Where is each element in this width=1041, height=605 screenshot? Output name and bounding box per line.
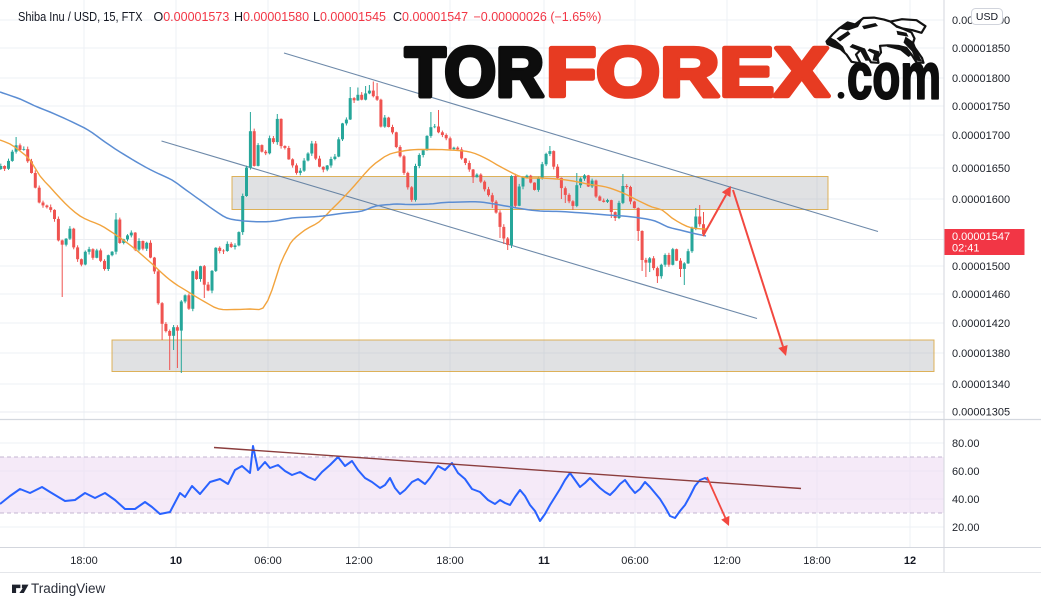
svg-text:0.00001500: 0.00001500 (952, 261, 1010, 273)
svg-text:12:00: 12:00 (345, 555, 373, 567)
svg-text:USD: USD (976, 11, 999, 23)
svg-text:40.00: 40.00 (952, 494, 980, 506)
svg-text:0.00001850: 0.00001850 (952, 43, 1010, 55)
svg-text:06:00: 06:00 (254, 555, 282, 567)
svg-text:0.00001650: 0.00001650 (952, 163, 1010, 175)
svg-text:18:00: 18:00 (70, 555, 98, 567)
svg-text:20.00: 20.00 (952, 522, 980, 534)
svg-text:80.00: 80.00 (952, 438, 980, 450)
svg-text:0.00001600: 0.00001600 (952, 194, 1010, 206)
svg-text:0.00001800: 0.00001800 (952, 73, 1010, 85)
svg-text:FOREX: FOREX (546, 33, 829, 111)
svg-text:0.00001460: 0.00001460 (952, 289, 1010, 301)
svg-text:18:00: 18:00 (436, 555, 464, 567)
svg-text:18:00: 18:00 (803, 555, 831, 567)
svg-text:0.00001380: 0.00001380 (952, 348, 1010, 360)
svg-text:60.00: 60.00 (952, 466, 980, 478)
svg-text:TradingView: TradingView (31, 581, 106, 596)
svg-text:0.00001547: 0.00001547 (952, 231, 1010, 243)
svg-text:0.00001305: 0.00001305 (952, 407, 1010, 419)
svg-text:0.00001700: 0.00001700 (952, 130, 1010, 142)
svg-text:12:00: 12:00 (713, 555, 741, 567)
svg-text:06:00: 06:00 (621, 555, 649, 567)
svg-text:0.00001750: 0.00001750 (952, 101, 1010, 113)
svg-text:0.00001420: 0.00001420 (952, 318, 1010, 330)
svg-text:02:41: 02:41 (952, 243, 980, 255)
svg-text:11: 11 (538, 555, 550, 567)
svg-text:12: 12 (904, 555, 916, 567)
svg-text:0.00001340: 0.00001340 (952, 379, 1010, 391)
svg-text:TOR: TOR (405, 33, 544, 111)
svg-text:10: 10 (170, 555, 182, 567)
